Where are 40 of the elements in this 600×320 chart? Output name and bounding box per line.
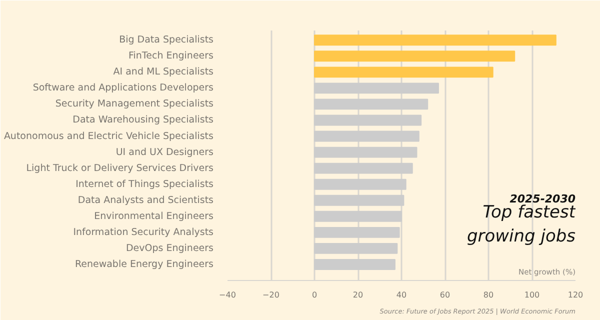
x-tick-label: 80 [483,290,494,300]
x-tick-label: 60 [440,290,450,300]
y-tick-label: Data Analysts and Scientists [78,194,214,206]
x-tick-label: 120 [568,290,584,300]
y-tick-label: AI and ML Specialists [113,66,214,78]
bar [314,66,494,78]
x-tick-label: 40 [396,290,407,300]
y-tick-label: Big Data Specialists [119,34,214,46]
y-tick-label: DevOps Engineers [126,242,214,254]
y-tick-label: Environmental Engineers [94,210,214,222]
bar [314,34,556,46]
y-tick-label: UI and UX Designers [116,146,214,158]
x-tick-label: −40 [219,290,236,300]
y-tick-label: Software and Applications Developers [32,82,214,94]
bar [314,162,413,174]
bar [314,210,402,222]
bar [314,226,400,238]
y-tick-label: Information Security Analysts [73,226,214,238]
bar [314,98,428,110]
y-tick-label: Renewable Energy Engineers [74,258,214,270]
bar [314,82,439,94]
bar [314,178,406,190]
y-tick-label: Data Warehousing Specialists [72,114,214,126]
bar [314,50,516,62]
y-tick-label: FinTech Engineers [128,50,214,62]
bar [314,194,404,206]
bar [314,259,396,270]
y-tick-label: Autonomous and Electric Vehicle Specialists [4,130,214,142]
x-tick-label: 20 [352,290,364,300]
text: 2025-2030 [510,192,576,206]
x-tick-label: 100 [524,290,540,300]
bar [314,130,420,142]
bar [314,242,398,254]
bar [314,114,422,126]
bar [314,146,418,158]
x-tick-label: −20 [262,290,280,300]
y-tick-label: Security Management Specialists [55,98,214,110]
y-tick-label: Light Truck or Delivery Services Drivers [26,162,214,174]
y-tick-label: Internet of Things Specialists [76,178,214,190]
x-tick-label: 0 [312,290,318,300]
